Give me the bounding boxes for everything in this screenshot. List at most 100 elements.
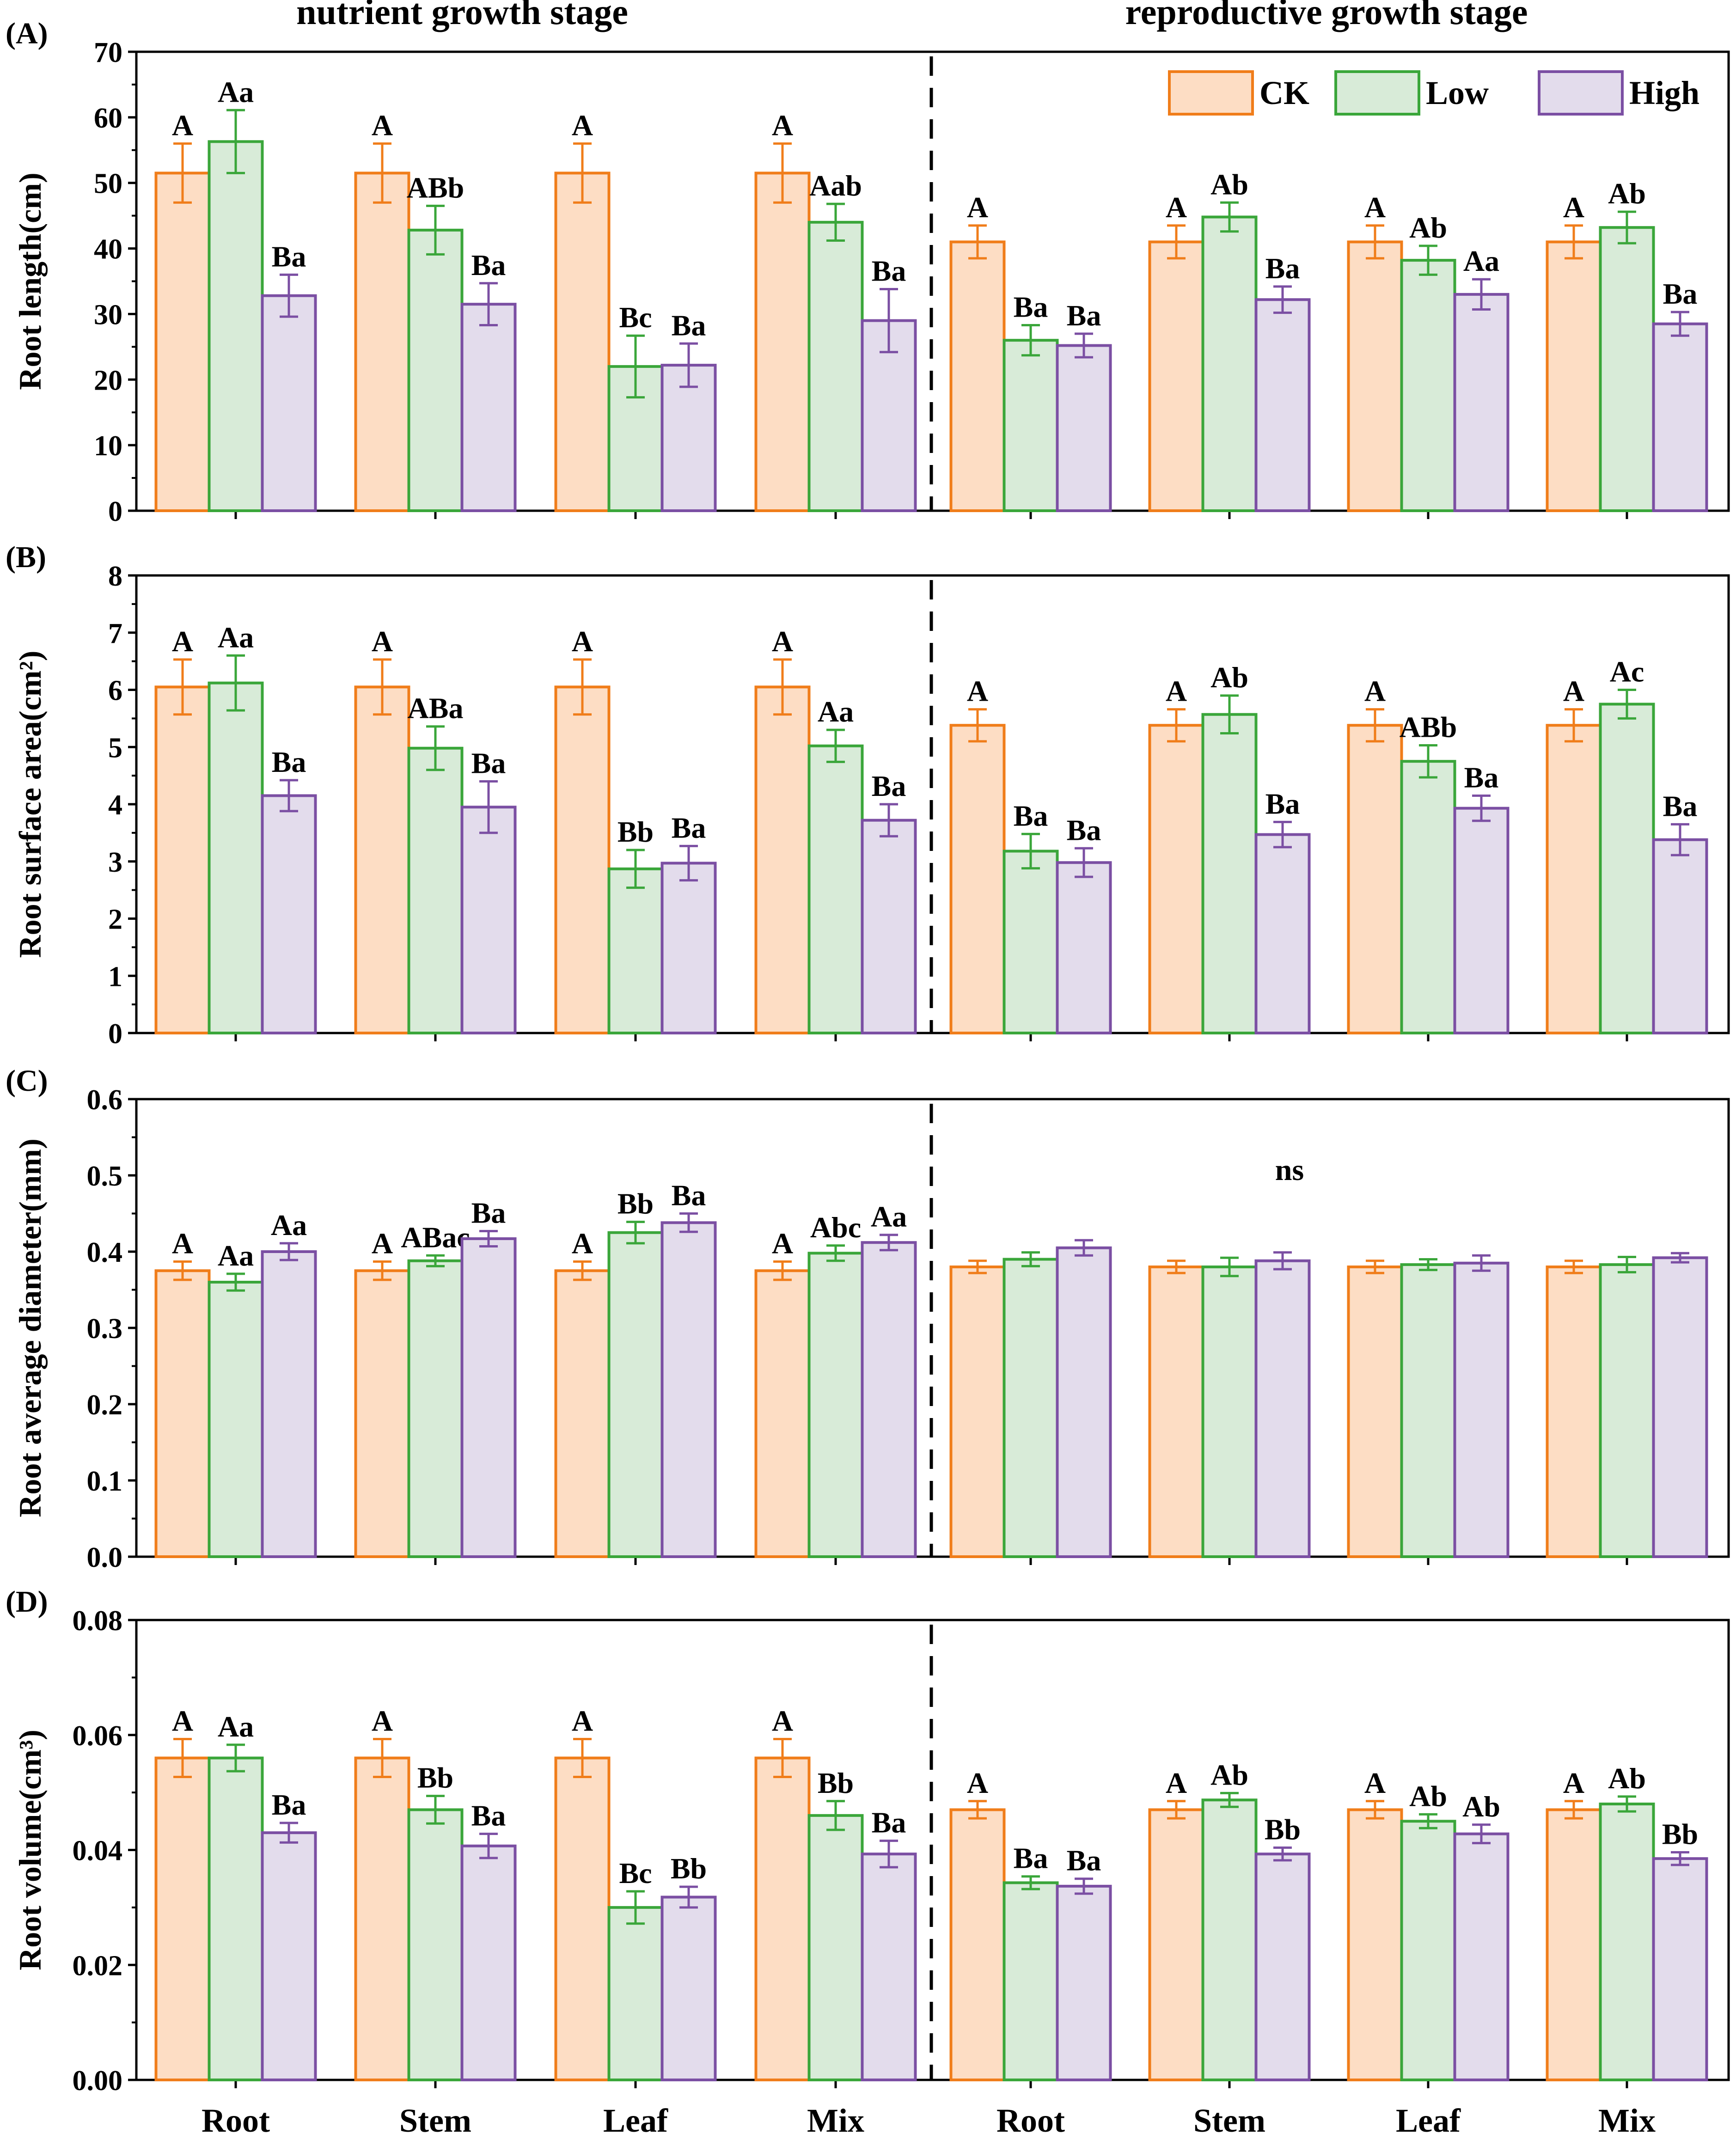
significance-label: A [772,1704,793,1737]
significance-label: Ba [471,1196,506,1229]
y-tick-label: 0.6 [87,1084,123,1116]
bar-high [1256,300,1309,511]
significance-label: ABa [408,692,464,725]
significance-label: A [1563,1767,1584,1799]
bar-low [809,746,862,1033]
bar-low [409,1810,462,2080]
bar-high [1057,862,1111,1033]
y-axis-label: Root surface area(cm²) [12,651,48,958]
y-tick-label: 0.08 [73,1605,123,1637]
y-tick-label: 0.5 [87,1161,123,1192]
significance-label: A [1364,1767,1386,1799]
bar-ck [951,242,1004,511]
y-tick-label: 0 [108,496,122,527]
bar-ck [356,173,409,511]
significance-label: Aab [809,169,862,202]
bar-ck [756,173,809,511]
significance-label: ABb [1400,711,1457,744]
bar-low [1402,260,1455,511]
legend-swatch-high [1539,72,1622,114]
significance-label: Bc [619,301,652,334]
significance-label: Ba [1014,799,1048,832]
panel-label: (B) [6,540,46,574]
x-category-label: Leaf [603,2102,668,2139]
bar-low [1203,715,1256,1033]
bar-high [1455,1263,1508,1557]
bar-high [1654,840,1707,1033]
significance-label: Aa [871,1200,907,1233]
bar-high [462,1239,515,1557]
y-tick-label: 40 [94,234,122,265]
y-tick-label: 3 [108,847,122,878]
significance-label: Ba [872,1806,906,1839]
bar-ck [951,725,1004,1033]
y-tick-label: 0.2 [87,1389,123,1421]
y-tick-label: 8 [108,561,122,592]
significance-label: Ab [1608,177,1646,210]
bar-ck [756,687,809,1033]
significance-label: Ab [1409,211,1447,244]
significance-label: Bb [1265,1813,1301,1846]
bar-high [1057,1248,1111,1557]
significance-label: Ba [1464,761,1499,794]
bar-low [409,748,462,1033]
panel-d-root-volume: 0.000.020.040.060.08Root volume(cm³)(D)A… [6,1585,1729,2097]
bar-ck [756,1758,809,2080]
significance-label: Aa [218,75,254,108]
significance-label: A [572,625,593,658]
significance-label: Ba [471,249,506,281]
bar-ck [156,173,209,511]
y-axis-label: Root length(cm) [12,172,48,390]
bar-low [1004,1260,1057,1557]
bar-high [1654,1859,1707,2080]
bar-low [209,1758,263,2080]
significance-label: A [967,191,988,224]
y-tick-label: 30 [94,299,122,330]
significance-label: ABb [407,171,465,204]
bar-ck [1349,242,1402,511]
legend: CK Low High [1169,72,1699,114]
significance-label: Ab [1210,661,1248,694]
significance-label: Ba [1067,299,1101,332]
x-category-label: Root [996,2102,1065,2139]
x-category-label: Root [202,2102,270,2139]
bar-low [809,222,862,511]
y-axis-label: Root volume(cm³) [12,1730,48,1970]
significance-label: A [572,1227,593,1260]
bar-high [1455,1834,1508,2080]
bar-low [1004,340,1057,511]
legend-swatch-low [1336,72,1419,114]
significance-label: A [1563,675,1584,708]
significance-label: Ba [872,770,906,802]
y-tick-label: 60 [94,103,122,134]
significance-label: Aa [271,1209,307,1241]
bar-high [862,820,916,1033]
significance-label: Ba [672,1179,706,1212]
bar-high [862,1242,916,1557]
legend-swatch-ck [1169,72,1253,114]
bar-low [1203,217,1256,511]
y-tick-label: 0.04 [73,1835,123,1867]
bar-ck [1547,1267,1601,1557]
significance-label: Bb [671,1852,707,1885]
significance-label: Bb [818,1767,854,1799]
bar-ck [1349,1810,1402,2080]
bar-ck [1150,242,1203,511]
significance-label: Bc [619,1857,652,1889]
significance-label: Aa [218,621,254,654]
significance-label: A [372,1704,393,1737]
bar-low [1203,1267,1256,1557]
significance-label: A [372,109,393,142]
panel-label: (A) [6,17,48,50]
x-category-label: Mix [807,2102,864,2139]
significance-label: Bb [1662,1817,1698,1850]
bar-ck [1349,725,1402,1033]
bar-low [1601,1804,1654,2080]
significance-label: Ba [272,240,306,273]
significance-label: Bb [417,1761,453,1794]
significance-label: A [372,1227,393,1260]
y-tick-label: 0.3 [87,1313,123,1345]
significance-label: Bb [617,815,654,848]
significance-label: A [572,109,593,142]
bar-low [409,1261,462,1557]
